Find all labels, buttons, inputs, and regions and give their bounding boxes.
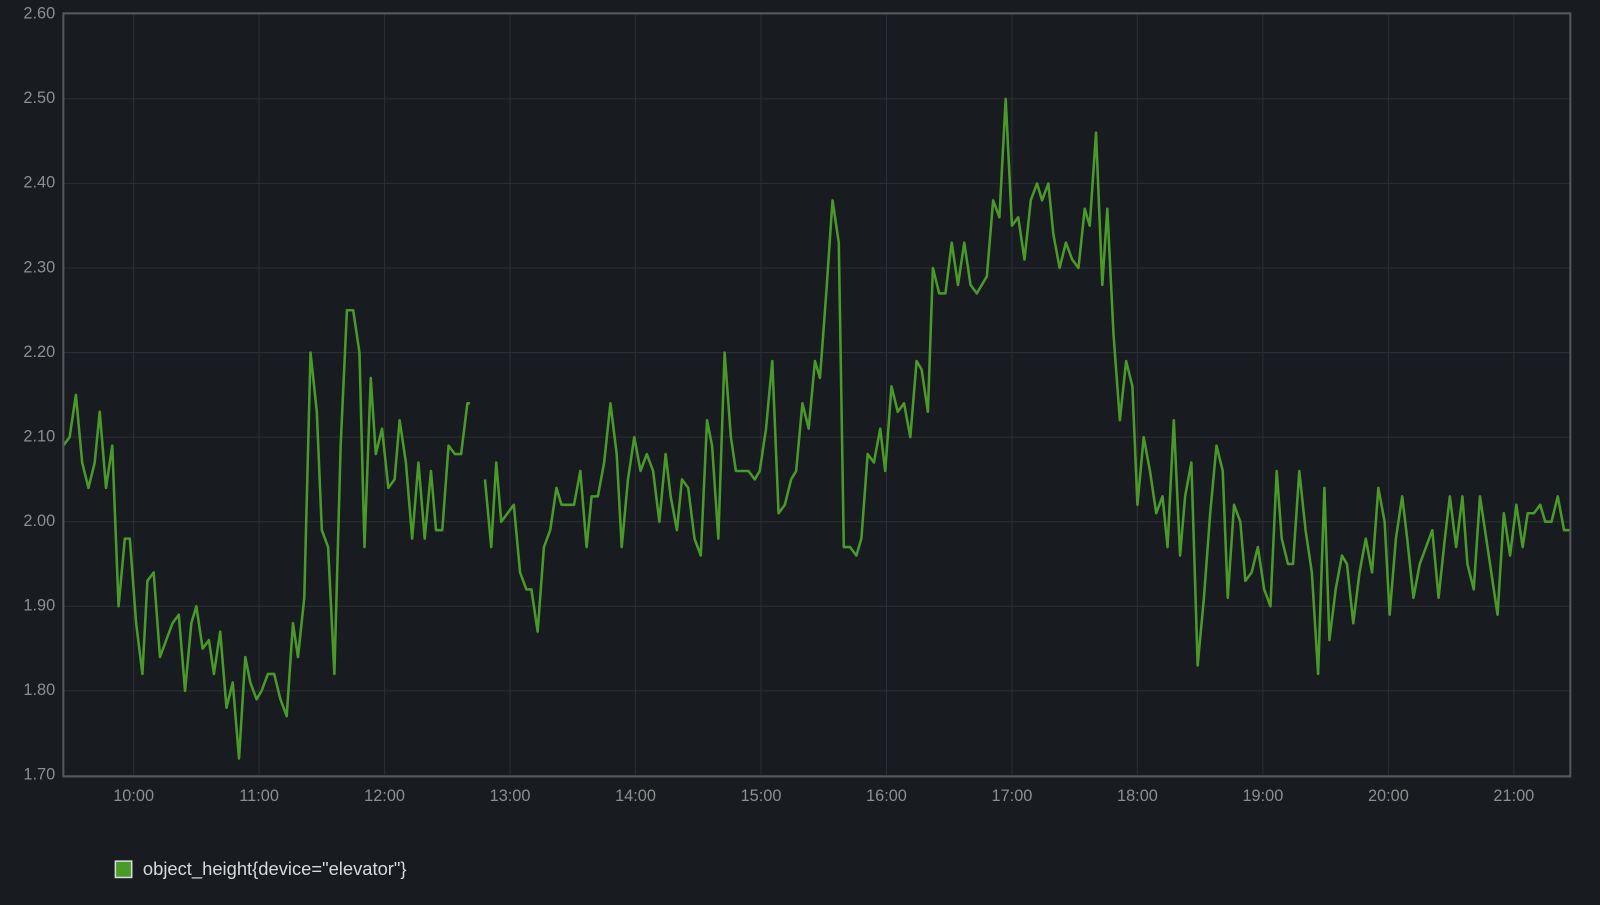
- y-tick-label: 1.80: [23, 681, 55, 699]
- series-line: [62, 97, 1571, 760]
- x-tick-label: 19:00: [1242, 787, 1283, 805]
- x-tick-label: 16:00: [866, 787, 907, 805]
- legend-label: object_height{device="elevator"}: [143, 858, 407, 880]
- y-tick-label: 2.50: [23, 89, 55, 107]
- x-tick-label: 18:00: [1117, 787, 1158, 805]
- y-tick-label: 1.90: [23, 597, 55, 615]
- plot-border: [62, 12, 1572, 778]
- x-tick-label: 17:00: [992, 787, 1033, 805]
- y-tick-label: 2.60: [23, 5, 55, 23]
- legend-swatch: [114, 860, 133, 879]
- grid: [63, 12, 1571, 776]
- x-tick-label: 12:00: [364, 787, 405, 805]
- x-tick-label: 14:00: [615, 787, 656, 805]
- y-tick-label: 2.20: [23, 343, 55, 361]
- y-tick-label: 2.40: [23, 174, 55, 192]
- y-tick-label: 1.70: [23, 766, 55, 784]
- x-tick-label: 15:00: [741, 787, 782, 805]
- y-tick-label: 2.30: [23, 258, 55, 276]
- lines: [62, 97, 1571, 760]
- x-tick-label: 13:00: [490, 787, 531, 805]
- x-tick-label: 21:00: [1493, 787, 1534, 805]
- y-tick-label: 2.10: [23, 427, 55, 445]
- legend: object_height{device="elevator"}: [114, 858, 407, 880]
- y-tick-label: 2.00: [23, 512, 55, 530]
- x-tick-label: 20:00: [1368, 787, 1409, 805]
- x-tick-label: 10:00: [113, 787, 154, 805]
- ticks: 1.70 1.80 1.90 2.00 2.10 2.20 2.30 2.40 2.50 2.60…: [23, 5, 1534, 806]
- x-tick-label: 11:00: [239, 787, 279, 805]
